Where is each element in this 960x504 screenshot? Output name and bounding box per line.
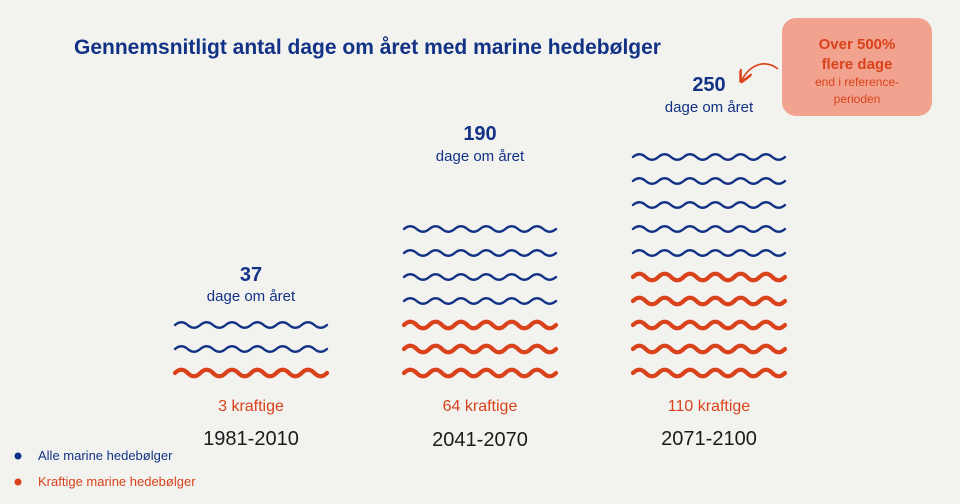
total-value-1981-2010: 37	[240, 264, 262, 286]
wave-all-mark	[173, 345, 329, 353]
total-value-2071-2100: 250	[692, 74, 725, 96]
unit-label-2041-2070: dage om året	[436, 148, 525, 165]
wave-strong-mark	[401, 343, 559, 355]
wave-all-mark	[402, 225, 558, 233]
wave-all-mark	[631, 201, 787, 209]
wave-strong-mark	[630, 367, 788, 379]
period-label-1981-2010: 1981-2010	[203, 428, 299, 450]
callout-line-3: end i reference-	[815, 75, 899, 89]
callout-line-2: flere dage	[822, 56, 893, 73]
wave-all-mark	[631, 225, 787, 233]
legend-label-all: Alle marine hedebølger	[38, 448, 173, 463]
wave-all-mark	[631, 177, 787, 185]
severe-label-2071-2100: 110 kraftige	[668, 398, 751, 415]
legend-marker-severe	[14, 478, 22, 486]
wave-strong-mark	[630, 271, 788, 283]
wave-all-mark	[402, 273, 558, 281]
period-label-2071-2100: 2071-2100	[661, 428, 757, 450]
callout-line-4: perioden	[834, 92, 881, 106]
wave-all-mark	[402, 297, 558, 305]
wave-strong-mark	[630, 343, 788, 355]
chart-title: Gennemsnitligt antal dage om året med ma…	[74, 36, 661, 59]
severe-label-2041-2070: 64 kraftige	[443, 398, 518, 415]
total-value-2041-2070: 190	[463, 123, 496, 145]
callout-arrow	[742, 63, 779, 80]
callout-box: Over 500% flere dage end i reference- pe…	[742, 18, 932, 116]
wave-strong-mark	[172, 367, 330, 379]
wave-all-mark	[631, 249, 787, 257]
wave-strong-mark	[401, 319, 559, 331]
legend-label-severe: Kraftige marine hedebølger	[38, 474, 196, 489]
unit-label-2071-2100: dage om året	[665, 99, 754, 116]
wave-icon-groups	[172, 153, 788, 379]
wave-all-mark	[402, 249, 558, 257]
unit-label-1981-2010: dage om året	[207, 288, 296, 305]
severe-label-1981-2010: 3 kraftige	[218, 398, 284, 415]
wave-strong-mark	[630, 295, 788, 307]
period-label-2041-2070: 2041-2070	[432, 429, 528, 451]
legend-marker-all	[14, 452, 22, 460]
wave-strong-mark	[630, 319, 788, 331]
wave-strong-mark	[401, 367, 559, 379]
callout-line-1: Over 500%	[819, 36, 896, 53]
wave-all-mark	[173, 321, 329, 329]
wave-all-mark	[631, 153, 787, 161]
callout-background	[782, 18, 932, 116]
